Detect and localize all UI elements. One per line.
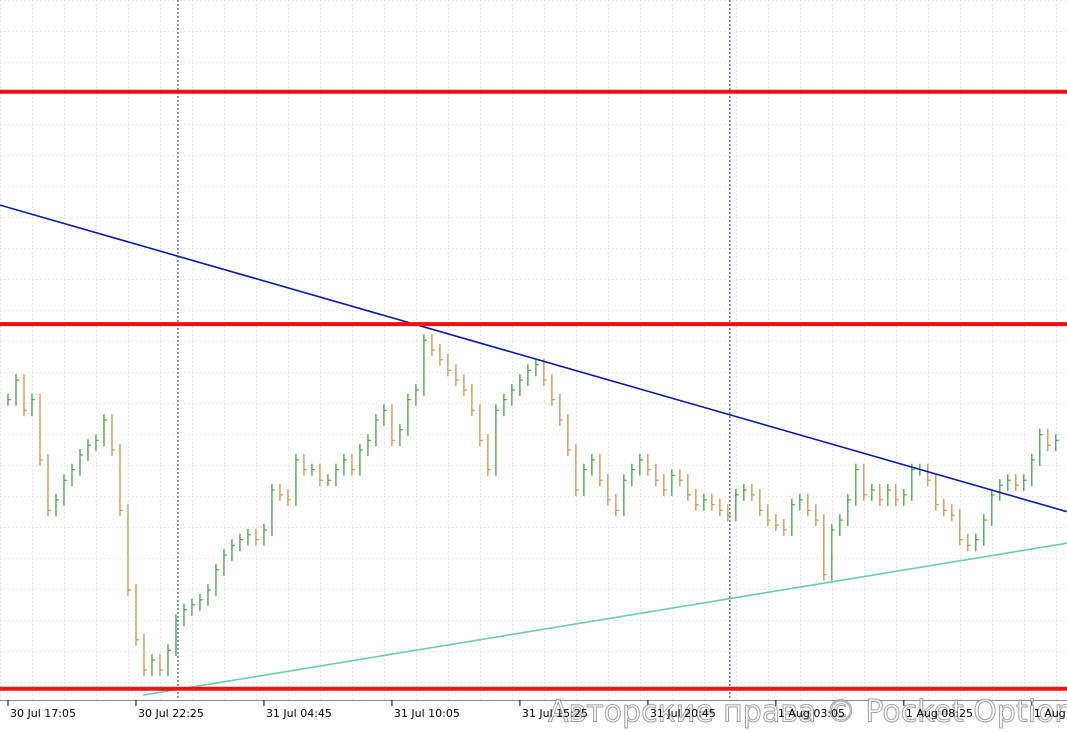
x-tick-label: 1 Aug — [1034, 707, 1066, 720]
x-tick-label: 1 Aug 08:25 — [906, 707, 973, 720]
x-tick-label: 31 Jul 20:45 — [650, 707, 716, 720]
x-tick-label: 30 Jul 17:05 — [10, 707, 76, 720]
grid — [0, 0, 1067, 700]
x-tick-label: 31 Jul 04:45 — [266, 707, 332, 720]
x-tick-label: 30 Jul 22:25 — [138, 707, 204, 720]
x-tick-label: 31 Jul 10:05 — [394, 707, 460, 720]
trend-line — [143, 542, 1067, 696]
watermark: Авторские права © Pocket Option — [548, 695, 1067, 730]
x-tick-label: 1 Aug 03:05 — [778, 707, 845, 720]
x-tick-label: 31 Jul 15:25 — [522, 707, 588, 720]
trend-line — [0, 204, 1067, 513]
